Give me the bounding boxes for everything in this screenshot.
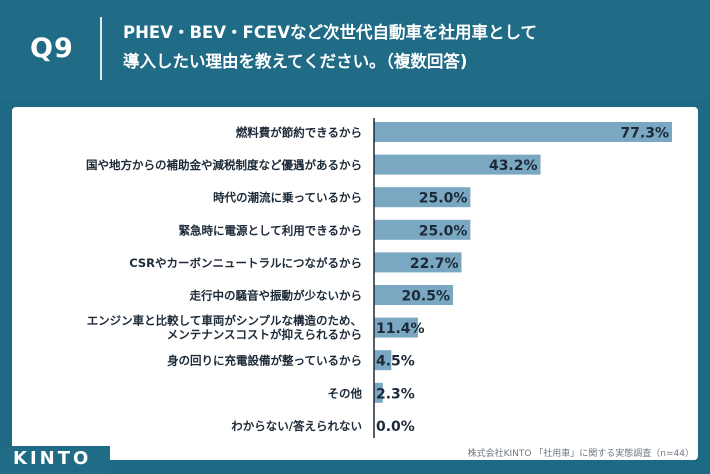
bar-3 xyxy=(374,219,471,240)
value-label-9: 0.0% xyxy=(376,419,415,435)
kinto-logo: KINTO xyxy=(0,446,110,474)
chart-card xyxy=(12,107,698,460)
category-label-6-line-0: エンジン車と比較して車両がシンプルな構造のため、 xyxy=(87,314,362,328)
bar-0 xyxy=(374,122,672,142)
bar-8 xyxy=(374,382,383,403)
category-label-0: 燃料費が節約できるから xyxy=(235,126,362,140)
value-label-4: 22.7% xyxy=(410,256,459,272)
category-label-2: 時代の潮流に乗っているから xyxy=(213,191,362,205)
category-label-6-line-1: メンテナンスコストが抑えられるから xyxy=(167,328,362,342)
header-divider xyxy=(100,17,102,80)
question-title-line-1: PHEV・BEV・FCEVなど次世代自動車を社用車として xyxy=(123,23,537,42)
category-label-4: CSRやカーボンニュートラルにつながるから xyxy=(129,256,362,270)
category-label-7: 身の回りに充電設備が整っているから xyxy=(167,354,362,368)
question-title: PHEV・BEV・FCEVなど次世代自動車を社用車として 導入したい理由を教えて… xyxy=(123,18,693,76)
question-number: Q9 xyxy=(30,33,74,64)
value-label-5: 20.5% xyxy=(401,289,450,305)
bar-4 xyxy=(374,252,462,273)
value-label-2: 25.0% xyxy=(419,191,468,207)
value-label-0: 77.3% xyxy=(620,126,669,142)
bar-2 xyxy=(374,187,471,208)
bar-7 xyxy=(374,350,392,371)
survey-source-note: 株式会社KINTO 「社用車」に関する実態調査（n=44） xyxy=(467,449,694,459)
value-label-8: 2.3% xyxy=(376,386,415,402)
category-label-3: 緊急時に電源として利用できるから xyxy=(179,223,362,237)
category-label-1: 国や地方からの補助金や減税制度など優遇があるから xyxy=(86,158,362,172)
category-label-8: その他 xyxy=(328,386,363,400)
bar-1 xyxy=(374,154,541,175)
value-label-7: 4.5% xyxy=(376,354,415,370)
value-label-1: 43.2% xyxy=(489,158,538,174)
question-title-line-2: 導入したい理由を教えてください。（複数回答) xyxy=(123,52,468,71)
category-label-5: 走行中の騒音や振動が少ないから xyxy=(189,289,363,303)
category-label-9: わからない/答えられない xyxy=(231,419,362,433)
bar-5 xyxy=(374,285,454,305)
bar-6 xyxy=(374,317,418,338)
question-header xyxy=(0,0,710,99)
value-label-3: 25.0% xyxy=(419,223,468,239)
value-label-6: 11.4% xyxy=(376,321,425,337)
